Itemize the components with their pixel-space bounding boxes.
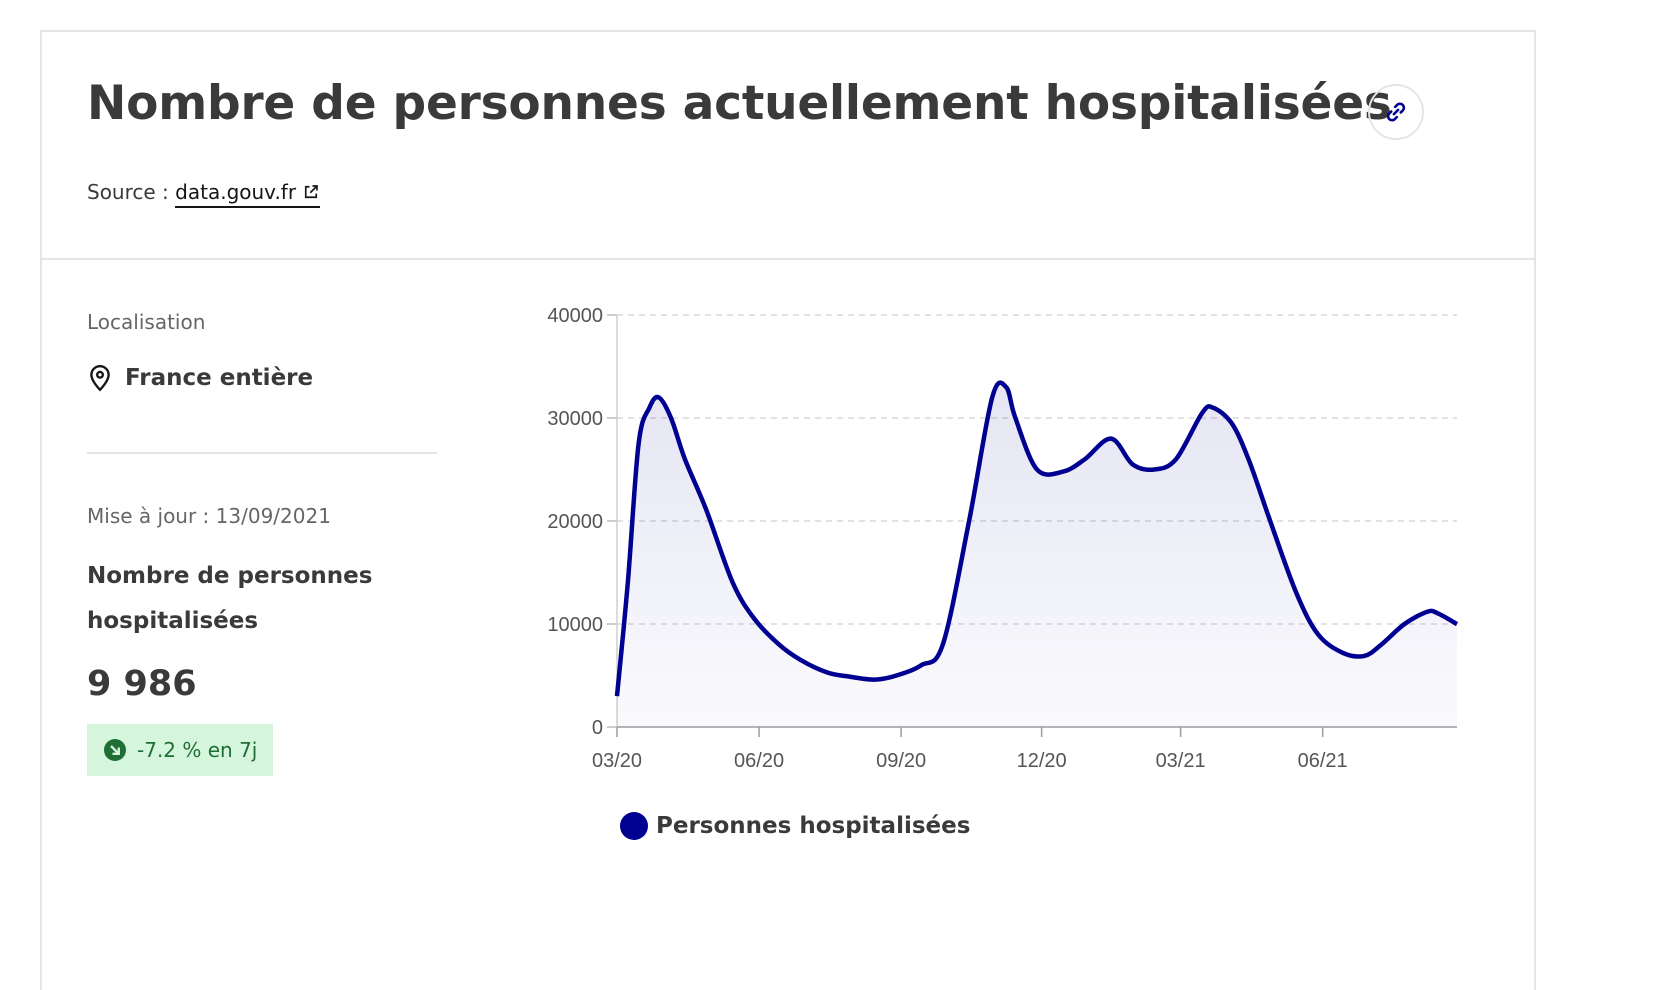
divider [87, 452, 437, 454]
page-title: Nombre de personnes actuellement hospita… [87, 76, 1392, 131]
map-pin-icon [90, 364, 110, 392]
arrow-down-right-icon [104, 739, 126, 761]
copy-link-button[interactable] [1368, 84, 1424, 140]
metric-label: Nombre de personnes hospitalisées [87, 563, 373, 634]
card-header: Nombre de personnes actuellement hospita… [42, 32, 1534, 260]
y-tick-label: 10000 [547, 614, 603, 636]
source-line: Source : data.gouv.fr [87, 180, 321, 208]
series-area [617, 382, 1457, 727]
chart-card: Nombre de personnes actuellement hospita… [40, 30, 1536, 990]
x-tick-label: 06/21 [1298, 750, 1348, 772]
location-value: France entière [87, 364, 313, 392]
x-tick-label: 09/20 [876, 750, 926, 772]
source-link-text: data.gouv.fr [175, 180, 297, 204]
chart-legend[interactable]: Personnes hospitalisées [620, 812, 970, 840]
x-tick-label: 03/21 [1156, 750, 1206, 772]
y-tick-label: 20000 [547, 511, 603, 533]
hospitalized-chart: 0 10000 20000 30000 40000 03/20 06/20 09/20 12/… [547, 305, 1459, 772]
series-line [614, 380, 1459, 697]
y-tick-label: 30000 [547, 408, 603, 430]
location-label: Localisation [87, 310, 206, 334]
trend-badge: -7.2 % en 7j [87, 724, 274, 776]
update-date: Mise à jour : 13/09/2021 [87, 504, 331, 528]
metric-value: 9 986 [87, 664, 197, 704]
source-link[interactable]: data.gouv.fr [175, 180, 321, 208]
x-axis: 03/20 06/20 09/20 12/20 03/21 06/21 [592, 726, 1457, 772]
y-tick-label: 0 [592, 717, 603, 739]
legend-label: Personnes hospitalisées [656, 813, 971, 839]
location-name: France entière [125, 365, 314, 391]
trend-text: -7.2 % en 7j [137, 738, 258, 762]
x-tick-label: 03/20 [592, 750, 642, 772]
source-prefix: Source : [87, 180, 169, 204]
x-tick-label: 06/20 [734, 750, 784, 772]
external-link-icon [305, 185, 318, 199]
y-axis: 0 10000 20000 30000 40000 [547, 305, 618, 739]
link-icon [1386, 102, 1406, 122]
legend-marker [620, 812, 648, 840]
x-tick-label: 12/20 [1017, 750, 1067, 772]
y-tick-label: 40000 [547, 305, 603, 327]
